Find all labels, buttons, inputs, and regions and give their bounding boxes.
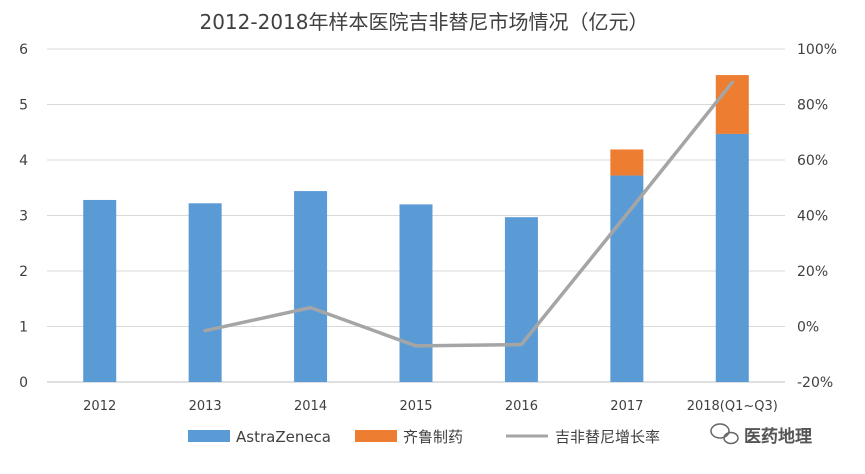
legend: AstraZeneca 齐鲁制药 吉非替尼增长率 (188, 428, 660, 446)
x-axis: 2012 2013 2014 2015 2016 2017 2018(Q1~Q3) (83, 399, 778, 414)
y-left-tick-label: 5 (19, 98, 28, 114)
y-right-tick-label: 20% (797, 264, 828, 280)
y-axis-right: -20% 0% 20% 40% 60% 80% 100% (797, 42, 837, 391)
x-tick-label: 2012 (83, 399, 116, 414)
x-tick-label: 2017 (610, 399, 643, 414)
y-axis-left: 0 1 2 3 4 5 6 (19, 42, 28, 391)
x-tick-label: 2015 (399, 399, 432, 414)
y-right-tick-label: 0% (797, 320, 819, 336)
bar-astrazeneca (188, 203, 222, 382)
y-left-tick-label: 6 (19, 42, 28, 58)
bar-astrazeneca (294, 191, 328, 382)
watermark-text: 医药地理 (744, 426, 812, 447)
legend-swatch-qilu (355, 430, 397, 442)
y-right-tick-label: 40% (797, 209, 828, 225)
bar-astrazeneca (504, 217, 538, 382)
legend-label-qilu: 齐鲁制药 (403, 428, 463, 446)
y-left-tick-label: 4 (19, 153, 28, 169)
y-right-tick-label: 60% (797, 153, 828, 169)
x-tick-label: 2016 (505, 399, 538, 414)
x-tick-label: 2013 (189, 399, 222, 414)
legend-label-astrazeneca: AstraZeneca (236, 428, 331, 446)
y-right-tick-label: 100% (797, 42, 837, 58)
growth-line (203, 80, 735, 348)
bar-astrazeneca (715, 133, 749, 382)
bar-astrazeneca (83, 199, 117, 382)
bar-astrazeneca (610, 175, 644, 382)
bar-qilu (610, 149, 644, 176)
watermark: 医药地理 (710, 423, 812, 447)
y-left-tick-label: 2 (19, 264, 28, 280)
legend-swatch-astrazeneca (188, 430, 230, 442)
x-tick-label: 2014 (294, 399, 327, 414)
x-tick-label: 2018(Q1~Q3) (687, 399, 778, 414)
y-left-tick-label: 0 (19, 375, 28, 391)
chart-title: 2012-2018年样本医院吉非替尼市场情况（亿元） (199, 10, 648, 34)
y-left-tick-label: 1 (19, 320, 28, 336)
y-right-tick-label: -20% (797, 375, 833, 391)
growth-line-path (203, 80, 735, 348)
y-left-tick-label: 3 (19, 209, 28, 225)
wechat-icon (710, 423, 739, 445)
bar-astrazeneca (399, 204, 433, 382)
y-right-tick-label: 80% (797, 98, 828, 114)
legend-label-growth: 吉非替尼增长率 (555, 428, 660, 446)
bars (83, 75, 749, 382)
